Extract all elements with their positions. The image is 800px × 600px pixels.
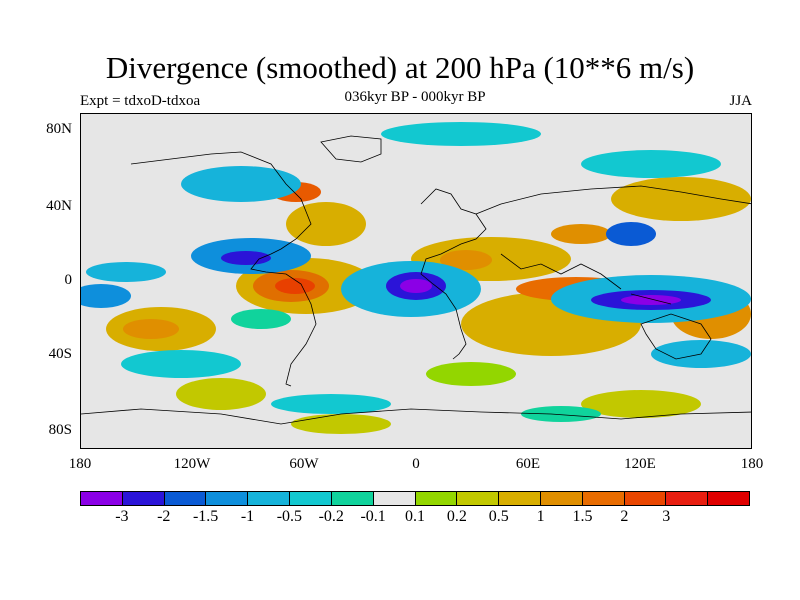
colorbar-label: 1.5 bbox=[572, 508, 593, 525]
colorbar-swatch bbox=[708, 492, 749, 505]
colorbar-label: 3 bbox=[662, 508, 671, 525]
period-label: 036kyr BP - 000kyr BP bbox=[344, 89, 486, 105]
colorbar-swatch bbox=[457, 492, 500, 505]
colorbar-swatch bbox=[666, 492, 709, 505]
x-tick-180w: 180 bbox=[68, 456, 92, 472]
map-svg bbox=[81, 114, 751, 448]
y-tick-equator: 0 bbox=[64, 272, 73, 288]
x-tick-120w: 120W bbox=[173, 456, 211, 472]
colorbar-swatch bbox=[624, 492, 667, 505]
colorbar-label: -1.5 bbox=[192, 508, 219, 525]
experiment-label: Expt = tdxoD-tdxoa bbox=[80, 93, 201, 109]
y-tick-80s: 80S bbox=[48, 422, 72, 438]
x-tick-0: 0 bbox=[412, 456, 420, 472]
colorbar-swatch bbox=[206, 492, 249, 505]
colorbar-swatch bbox=[331, 492, 374, 505]
y-tick-80n: 80N bbox=[46, 121, 72, 137]
divergence-contours bbox=[81, 122, 751, 434]
colorbar-swatch bbox=[540, 492, 583, 505]
colorbar-label: -0.5 bbox=[276, 508, 303, 525]
colorbar-swatch bbox=[415, 492, 458, 505]
colorbar-label: -1 bbox=[240, 508, 255, 525]
colorbar-label: -2 bbox=[157, 508, 171, 525]
colorbar-swatch bbox=[499, 492, 541, 505]
colorbar-label: -0.2 bbox=[318, 508, 344, 525]
colorbar-label: -3 bbox=[115, 508, 129, 525]
x-tick-60e: 60E bbox=[515, 456, 541, 472]
colorbar-label: 0.5 bbox=[488, 508, 509, 525]
colorbar-swatch bbox=[290, 492, 332, 505]
y-tick-40n: 40N bbox=[46, 198, 72, 214]
season-label: JJA bbox=[729, 93, 752, 109]
x-tick-180e: 180 bbox=[740, 456, 764, 472]
colorbar bbox=[80, 491, 750, 506]
colorbar-swatch bbox=[248, 492, 291, 505]
x-tick-60w: 60W bbox=[289, 456, 319, 472]
y-tick-40s: 40S bbox=[48, 346, 72, 362]
colorbar-label: 2 bbox=[620, 508, 629, 525]
plot-title: Divergence (smoothed) at 200 hPa (10**6 … bbox=[105, 50, 695, 85]
divergence-map bbox=[80, 113, 752, 449]
colorbar-swatch bbox=[122, 492, 165, 505]
x-tick-120e: 120E bbox=[624, 456, 656, 472]
colorbar-swatch bbox=[373, 492, 416, 505]
colorbar-label: -0.1 bbox=[360, 508, 386, 525]
colorbar-label: 0.2 bbox=[446, 508, 467, 525]
coastlines bbox=[81, 135, 751, 425]
colorbar-swatch bbox=[164, 492, 207, 505]
colorbar-swatch bbox=[81, 492, 123, 505]
colorbar-label: 0.1 bbox=[405, 508, 425, 525]
colorbar-label: 1 bbox=[536, 508, 545, 525]
colorbar-swatch bbox=[582, 492, 625, 505]
